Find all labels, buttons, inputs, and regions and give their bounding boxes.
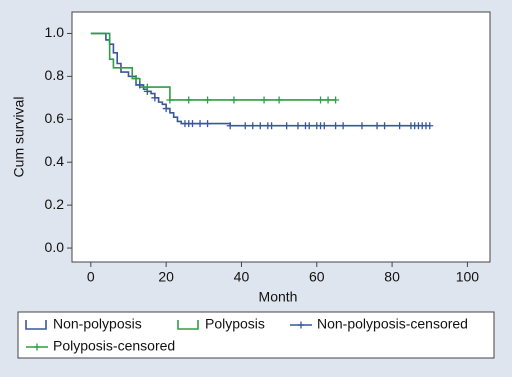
censor-mark [332, 122, 340, 130]
censor-mark [268, 122, 276, 130]
censor-mark [143, 83, 151, 91]
censor-mark [136, 81, 144, 89]
x-tick-label: 100 [456, 269, 480, 285]
x-tick-label: 0 [87, 269, 95, 285]
censor-mark [283, 122, 291, 130]
x-tick-label: 40 [234, 269, 250, 285]
survival-line [90, 32, 336, 101]
survival-line [90, 32, 430, 127]
censor-mark [426, 122, 434, 130]
censor-mark [166, 96, 174, 104]
censor-mark [226, 122, 234, 130]
censor-mark [132, 75, 140, 83]
censor-mark [358, 122, 366, 130]
legend-label: Non-polyposis-censored [317, 316, 468, 332]
censor-mark [275, 96, 283, 104]
censor-mark [373, 122, 381, 130]
x-axis-label: Month [259, 289, 298, 305]
y-tick-label: 0.6 [45, 110, 65, 126]
censor-mark [189, 120, 197, 128]
censor-mark [151, 94, 159, 102]
y-tick-label: 0.2 [45, 196, 65, 212]
legend-icon [177, 320, 199, 330]
censor-mark [317, 96, 325, 104]
censor-mark [339, 122, 347, 130]
y-axis-label: Cum survival [11, 97, 27, 178]
legend-label: Polyposis [205, 316, 265, 332]
censor-mark [381, 122, 389, 130]
censor-mark [256, 122, 264, 130]
censor-mark [241, 122, 249, 130]
censor-mark [204, 96, 212, 104]
censor-mark [396, 122, 404, 130]
legend-icon [297, 321, 305, 329]
legend-icon [25, 320, 47, 330]
y-tick-label: 0.4 [45, 153, 65, 169]
censor-mark [185, 96, 193, 104]
censor-mark [320, 122, 328, 130]
censor-mark [249, 122, 257, 130]
censor-mark [305, 122, 313, 130]
legend-label: Polyposis-censored [53, 338, 175, 354]
censor-mark [230, 96, 238, 104]
legend [17, 311, 495, 359]
x-tick-label: 80 [384, 269, 400, 285]
legend-label: Non-polyposis [53, 316, 142, 332]
x-tick-label: 60 [309, 269, 325, 285]
censor-mark [294, 122, 302, 130]
x-tick-label: 20 [158, 269, 174, 285]
censor-mark [260, 96, 268, 104]
censor-mark [196, 120, 204, 128]
legend-icon [33, 343, 41, 351]
censor-mark [162, 105, 170, 113]
censor-mark [332, 96, 340, 104]
censor-mark [204, 120, 212, 128]
y-tick-label: 0.8 [45, 67, 65, 83]
y-tick-label: 1.0 [45, 24, 65, 40]
y-tick-label: 0.0 [45, 239, 65, 255]
censor-mark [324, 96, 332, 104]
plot-area [71, 11, 491, 263]
